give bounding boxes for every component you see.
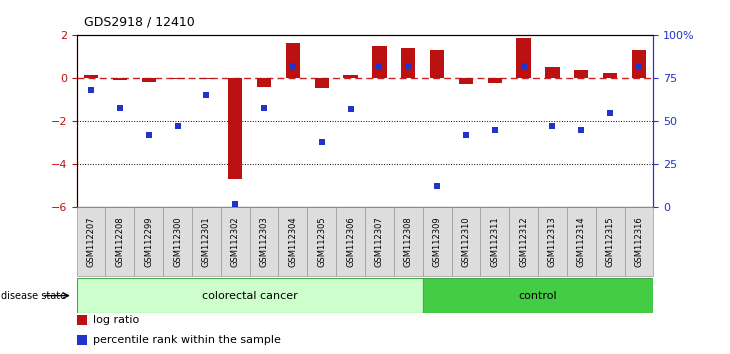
Text: control: control bbox=[519, 291, 557, 301]
Text: GSM112313: GSM112313 bbox=[548, 216, 557, 267]
Bar bbox=[458, 78, 473, 84]
Bar bbox=[134, 207, 164, 276]
Bar bbox=[77, 278, 423, 313]
Text: disease state: disease state bbox=[1, 291, 66, 301]
Bar bbox=[170, 78, 185, 79]
Text: GSM112310: GSM112310 bbox=[461, 216, 470, 267]
Text: GSM112312: GSM112312 bbox=[519, 216, 528, 267]
Bar bbox=[603, 73, 618, 78]
Bar bbox=[343, 75, 358, 78]
Text: GSM112303: GSM112303 bbox=[260, 216, 269, 267]
Text: log ratio: log ratio bbox=[93, 315, 139, 325]
Bar bbox=[574, 70, 588, 78]
Text: GSM112308: GSM112308 bbox=[404, 216, 412, 267]
Bar bbox=[77, 207, 105, 276]
Text: GSM112306: GSM112306 bbox=[346, 216, 355, 267]
Text: GSM112299: GSM112299 bbox=[145, 216, 153, 267]
Bar bbox=[372, 46, 387, 78]
Text: GDS2918 / 12410: GDS2918 / 12410 bbox=[84, 15, 195, 28]
Bar bbox=[451, 207, 480, 276]
Text: GSM112208: GSM112208 bbox=[115, 216, 124, 267]
Text: GSM112304: GSM112304 bbox=[288, 216, 297, 267]
Bar bbox=[567, 207, 596, 276]
Bar bbox=[192, 207, 221, 276]
Bar bbox=[488, 78, 502, 82]
Bar bbox=[394, 207, 423, 276]
Bar bbox=[250, 207, 279, 276]
Bar bbox=[516, 38, 531, 78]
Text: GSM112316: GSM112316 bbox=[634, 216, 643, 267]
Bar bbox=[631, 50, 646, 78]
Bar bbox=[336, 207, 365, 276]
Bar bbox=[423, 207, 451, 276]
Bar bbox=[142, 78, 156, 81]
Bar bbox=[279, 207, 307, 276]
Bar bbox=[625, 207, 653, 276]
Text: GSM112302: GSM112302 bbox=[231, 216, 239, 267]
Bar bbox=[257, 78, 272, 87]
Bar bbox=[199, 78, 214, 79]
Bar bbox=[401, 48, 415, 78]
Text: GSM112311: GSM112311 bbox=[491, 216, 499, 267]
Text: GSM112300: GSM112300 bbox=[173, 216, 182, 267]
Text: GSM112315: GSM112315 bbox=[606, 216, 615, 267]
Bar bbox=[307, 207, 336, 276]
Bar bbox=[510, 207, 538, 276]
Bar bbox=[596, 207, 625, 276]
Bar bbox=[105, 207, 134, 276]
Bar bbox=[365, 207, 394, 276]
Text: GSM112314: GSM112314 bbox=[577, 216, 585, 267]
Bar bbox=[112, 78, 127, 80]
Text: GSM112207: GSM112207 bbox=[87, 216, 96, 267]
Bar bbox=[285, 43, 300, 78]
Bar bbox=[228, 78, 242, 179]
Bar bbox=[430, 50, 445, 78]
Text: GSM112309: GSM112309 bbox=[433, 216, 442, 267]
Bar bbox=[538, 207, 567, 276]
Text: GSM112305: GSM112305 bbox=[318, 216, 326, 267]
Text: colorectal cancer: colorectal cancer bbox=[201, 291, 298, 301]
Bar bbox=[164, 207, 192, 276]
Bar bbox=[84, 75, 99, 78]
Text: GSM112301: GSM112301 bbox=[202, 216, 211, 267]
Text: GSM112307: GSM112307 bbox=[375, 216, 384, 267]
Bar bbox=[315, 78, 329, 88]
Bar bbox=[221, 207, 250, 276]
Bar bbox=[545, 67, 560, 78]
Bar bbox=[423, 278, 653, 313]
Text: percentile rank within the sample: percentile rank within the sample bbox=[93, 335, 280, 345]
Bar bbox=[480, 207, 510, 276]
